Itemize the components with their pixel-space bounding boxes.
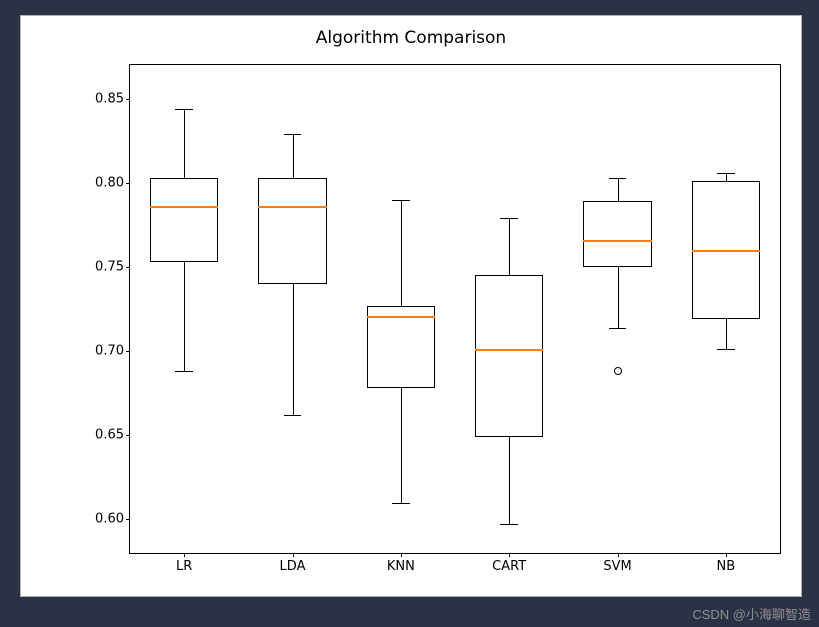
ytick-label: 0.85 (95, 91, 124, 106)
box (150, 178, 218, 262)
ytick-label: 0.60 (95, 512, 124, 527)
ytick-mark (126, 267, 130, 268)
box (475, 275, 543, 437)
median-line (258, 206, 326, 208)
xtick-label: KNN (387, 559, 415, 574)
plot-axes: 0.600.650.700.750.800.85LRLDAKNNCARTSVMN… (129, 64, 781, 554)
cap-high (717, 173, 735, 174)
cap-low (284, 415, 302, 416)
xtick-mark (293, 553, 294, 557)
ytick-label: 0.70 (95, 344, 124, 359)
whisker-high (401, 200, 402, 306)
xtick-mark (184, 553, 185, 557)
whisker-high (726, 173, 727, 181)
whisker-high (509, 218, 510, 275)
whisker-low (293, 284, 294, 415)
whisker-high (184, 109, 185, 178)
whisker-low (509, 437, 510, 525)
whisker-low (618, 267, 619, 328)
xtick-mark (726, 553, 727, 557)
cap-high (284, 134, 302, 135)
xtick-label: NB (717, 559, 736, 574)
cap-high (500, 218, 518, 219)
whisker-low (726, 319, 727, 349)
median-line (692, 250, 760, 252)
whisker-low (184, 262, 185, 371)
ytick-mark (126, 183, 130, 184)
xtick-label: LDA (280, 559, 306, 574)
xtick-mark (401, 553, 402, 557)
box (258, 178, 326, 284)
ytick-mark (126, 351, 130, 352)
box (583, 201, 651, 267)
window-background: Algorithm Comparison 0.600.650.700.750.8… (0, 0, 819, 627)
cap-low (500, 524, 518, 525)
cap-low (609, 328, 627, 329)
chart-title: Algorithm Comparison (21, 28, 801, 48)
median-line (150, 206, 218, 208)
cap-high (392, 200, 410, 201)
whisker-high (293, 134, 294, 178)
cap-low (717, 349, 735, 350)
median-line (367, 316, 435, 318)
ytick-label: 0.80 (95, 175, 124, 190)
cap-low (392, 503, 410, 504)
ytick-mark (126, 519, 130, 520)
xtick-label: CART (492, 559, 526, 574)
median-line (583, 240, 651, 242)
xtick-mark (509, 553, 510, 557)
whisker-high (618, 178, 619, 202)
figure-canvas: Algorithm Comparison 0.600.650.700.750.8… (20, 15, 802, 597)
ytick-mark (126, 435, 130, 436)
xtick-label: LR (176, 559, 192, 574)
whisker-low (401, 388, 402, 502)
ytick-label: 0.65 (95, 428, 124, 443)
ytick-mark (126, 99, 130, 100)
outlier-point (614, 367, 622, 375)
cap-high (175, 109, 193, 110)
xtick-mark (618, 553, 619, 557)
ytick-label: 0.75 (95, 259, 124, 274)
cap-high (609, 178, 627, 179)
watermark-text: CSDN @小海聊智造 (692, 604, 811, 623)
box (367, 306, 435, 388)
xtick-label: SVM (603, 559, 631, 574)
median-line (475, 349, 543, 351)
cap-low (175, 371, 193, 372)
